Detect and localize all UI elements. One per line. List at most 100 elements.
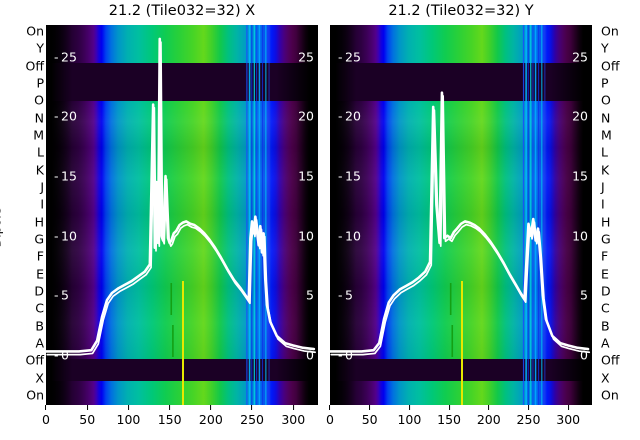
dipole-tick-l-7: L [37, 144, 44, 160]
dipole-tick-f-13: F [601, 248, 609, 264]
x-tick-label: 250 [516, 412, 541, 427]
x-tick: 300 [556, 405, 580, 427]
dipole-tick-h-11: H [34, 214, 44, 230]
x-tick: 100 [397, 405, 421, 427]
trace-overlay-x [46, 25, 316, 405]
dipole-tick-on-0: On [26, 23, 44, 39]
dipole-tick-e-14: E [36, 266, 44, 282]
dark-band-top [46, 63, 318, 101]
dipole-tick-m-6: M [601, 127, 612, 143]
marker-lines [449, 281, 463, 405]
vertical-streaks [522, 25, 546, 405]
x-tick-mark [369, 405, 371, 410]
x-tick-label: 300 [556, 412, 581, 427]
dipole-tick-g-12: G [601, 231, 611, 247]
dipole-tick-k-8: K [601, 162, 610, 178]
dark-band-top [330, 63, 592, 101]
x-tick: 250 [516, 405, 541, 427]
dipole-tick-h-11: H [601, 214, 611, 230]
dipole-tick-b-17: B [601, 318, 610, 334]
vertical-streaks [246, 25, 270, 405]
x-tick: 100 [116, 405, 140, 427]
dipole-tick-g-12: G [34, 231, 44, 247]
dipole-tick-x-20: X [35, 370, 44, 386]
x-tick-mark [169, 405, 171, 410]
dipole-tick-d-15: D [34, 283, 44, 299]
dipole-tick-a-18: A [35, 335, 44, 351]
x-tick-label: 250 [240, 412, 264, 427]
x-tick: 200 [477, 405, 501, 427]
heatmap-panel-x[interactable]: -0 0-5 5-10 10-15 15-20 20-25 25 [46, 25, 318, 405]
x-tick-label: 200 [476, 412, 501, 427]
vertical-streak-4 [256, 25, 258, 405]
x-tick-label: 50 [361, 412, 378, 427]
x-tick-label: 0 [326, 412, 334, 427]
dipole-tick-f-13: F [36, 248, 44, 264]
x-tick-mark [567, 405, 569, 410]
x-tick-label: 0 [42, 412, 50, 427]
x-tick-mark [210, 405, 212, 410]
signal-trace-primary [330, 91, 590, 353]
dipole-tick-y-1: Y [601, 40, 609, 56]
vertical-streak-1 [248, 25, 251, 405]
x-tick: 0 [42, 405, 50, 427]
vertical-streak-4 [532, 25, 534, 405]
x-tick: 150 [437, 405, 461, 427]
dipole-tick-b-17: B [35, 318, 44, 334]
dipole-tick-on-21: On [26, 387, 44, 403]
dipole-axis-right: On Y Off P O N M L K J I H G F E D C B A Off X On [598, 23, 638, 405]
vertical-streak-6 [261, 25, 264, 405]
dipole-tick-j-9: J [40, 179, 44, 195]
dipole-tick-c-16: C [35, 300, 44, 316]
x-tick: 0 [326, 405, 334, 427]
x-tick-mark [86, 405, 88, 410]
x-tick-mark [527, 405, 529, 410]
x-tick-mark [45, 405, 47, 410]
vertical-streak-8 [268, 25, 270, 405]
dipole-tick-on-0: On [601, 23, 619, 39]
x-tick: 150 [158, 405, 182, 427]
x-axis-left: 0 50 100 150 200 250 300 [42, 405, 318, 439]
dipole-tick-e-14: E [601, 266, 609, 282]
dipole-tick-p-3: P [601, 75, 609, 91]
dipole-tick-x-20: X [601, 370, 610, 386]
dipole-tick-p-3: P [36, 75, 44, 91]
signal-trace-secondary [46, 41, 316, 356]
dipole-tick-n-5: N [601, 110, 611, 126]
dipole-tick-a-18: A [601, 335, 610, 351]
dipole-tick-off-2: Off [601, 58, 620, 74]
vertical-streak-0 [246, 25, 248, 405]
dipole-tick-n-5: N [34, 110, 44, 126]
vertical-streak-0 [522, 25, 525, 405]
x-tick-mark [448, 405, 450, 410]
dipole-tick-c-16: C [601, 300, 610, 316]
dipole-tick-off-19: Off [25, 352, 44, 368]
marker-line-2 [182, 281, 184, 405]
vertical-streak-6 [538, 25, 540, 405]
vertical-streak-3 [530, 25, 532, 405]
dipole-tick-on-21: On [601, 387, 619, 403]
marker-lines [170, 281, 184, 405]
x-tick-label: 150 [157, 412, 182, 427]
x-tick: 300 [281, 405, 305, 427]
dipole-tick-j-9: J [601, 179, 605, 195]
x-tick-mark [488, 405, 490, 410]
panel-title-x: 21.2 (Tile032=32) X [108, 3, 256, 19]
x-tick: 250 [240, 405, 264, 427]
dipole-tick-d-15: D [601, 283, 611, 299]
dipole-axis-label: Dipole [0, 207, 4, 248]
panel-title-y: 21.2 (Tile032=32) Y [388, 3, 534, 19]
dipole-tick-m-6: M [33, 127, 44, 143]
vertical-streak-5 [534, 25, 537, 405]
vertical-streak-1 [525, 25, 527, 405]
x-axis-right: 0 50 100 150 200 250 300 [326, 405, 592, 439]
marker-line-1 [172, 325, 174, 357]
marker-line-0 [449, 283, 452, 315]
heatmap-panel-y[interactable]: -0 0-5 5-10 10-15 15-20 20-25 25 [330, 25, 592, 405]
x-tick-mark [329, 405, 331, 410]
vertical-streak-2 [251, 25, 253, 405]
dipole-axis-left: On Y Off P O N M L K J I H G F E D C B A Off X On [4, 23, 44, 405]
trace-overlay-y [330, 25, 591, 405]
vertical-streak-8 [544, 25, 546, 405]
